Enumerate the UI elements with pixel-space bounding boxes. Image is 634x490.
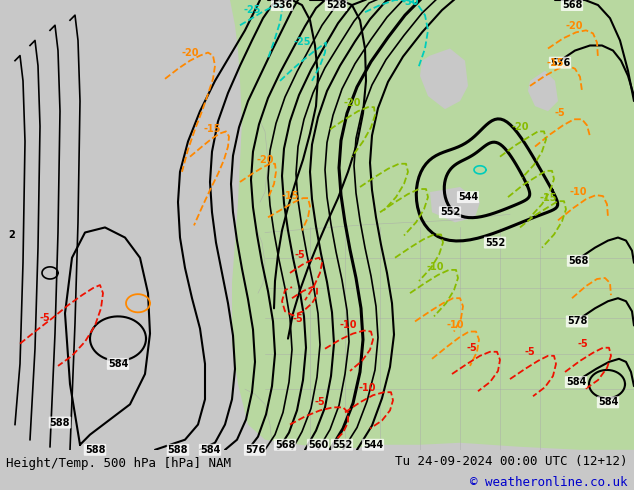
Text: Height/Temp. 500 hPa [hPa] NAM: Height/Temp. 500 hPa [hPa] NAM <box>6 457 231 470</box>
Text: 588: 588 <box>85 445 105 455</box>
Text: 588: 588 <box>49 417 70 428</box>
Polygon shape <box>420 49 468 109</box>
Text: -20: -20 <box>256 155 274 165</box>
Text: -5: -5 <box>555 108 566 118</box>
Text: -10: -10 <box>339 320 357 330</box>
Text: -20: -20 <box>181 48 198 57</box>
Text: -25: -25 <box>294 37 311 48</box>
Text: 544: 544 <box>363 440 383 450</box>
Text: 552: 552 <box>485 238 505 247</box>
Text: -5: -5 <box>467 343 477 353</box>
Text: -15: -15 <box>204 124 221 134</box>
Text: -25: -25 <box>243 5 261 15</box>
Text: 552: 552 <box>332 440 352 450</box>
Text: 2: 2 <box>8 229 15 240</box>
Text: -10: -10 <box>426 262 444 272</box>
Text: 536: 536 <box>272 0 292 10</box>
Text: © weatheronline.co.uk: © weatheronline.co.uk <box>470 476 628 490</box>
Text: -20: -20 <box>566 21 583 31</box>
Polygon shape <box>230 0 634 450</box>
Text: 560: 560 <box>308 440 328 450</box>
Text: Tu 24-09-2024 00:00 UTC (12+12): Tu 24-09-2024 00:00 UTC (12+12) <box>395 455 628 467</box>
Text: 528: 528 <box>326 0 346 10</box>
Text: 584: 584 <box>566 377 586 387</box>
Text: -5: -5 <box>39 314 50 323</box>
Text: -5: -5 <box>578 339 588 349</box>
Polygon shape <box>430 187 480 222</box>
Text: 568: 568 <box>568 256 588 266</box>
Text: -10: -10 <box>446 320 463 330</box>
Text: 576: 576 <box>550 58 570 68</box>
Polygon shape <box>528 71 558 111</box>
Text: -30: -30 <box>401 0 418 7</box>
Text: -5: -5 <box>293 315 304 324</box>
Text: -20: -20 <box>343 98 361 108</box>
Text: -5: -5 <box>524 347 535 357</box>
Text: -10: -10 <box>569 187 586 197</box>
Text: 578: 578 <box>567 317 587 326</box>
Text: -5: -5 <box>295 250 306 260</box>
Text: 584: 584 <box>598 397 618 407</box>
Text: -15: -15 <box>281 191 299 201</box>
Text: 584: 584 <box>108 359 128 369</box>
Text: -20: -20 <box>511 122 529 132</box>
Text: -10: -10 <box>358 383 376 393</box>
Text: 568: 568 <box>275 440 295 450</box>
Text: 584: 584 <box>200 445 220 455</box>
Text: -5: -5 <box>314 397 325 407</box>
Text: 588: 588 <box>168 445 188 455</box>
Text: -15: -15 <box>547 58 564 68</box>
Text: 576: 576 <box>245 445 265 455</box>
Text: 568: 568 <box>562 0 582 10</box>
Text: -15: -15 <box>540 193 557 203</box>
Text: 552: 552 <box>440 207 460 217</box>
Text: 544: 544 <box>458 192 478 202</box>
